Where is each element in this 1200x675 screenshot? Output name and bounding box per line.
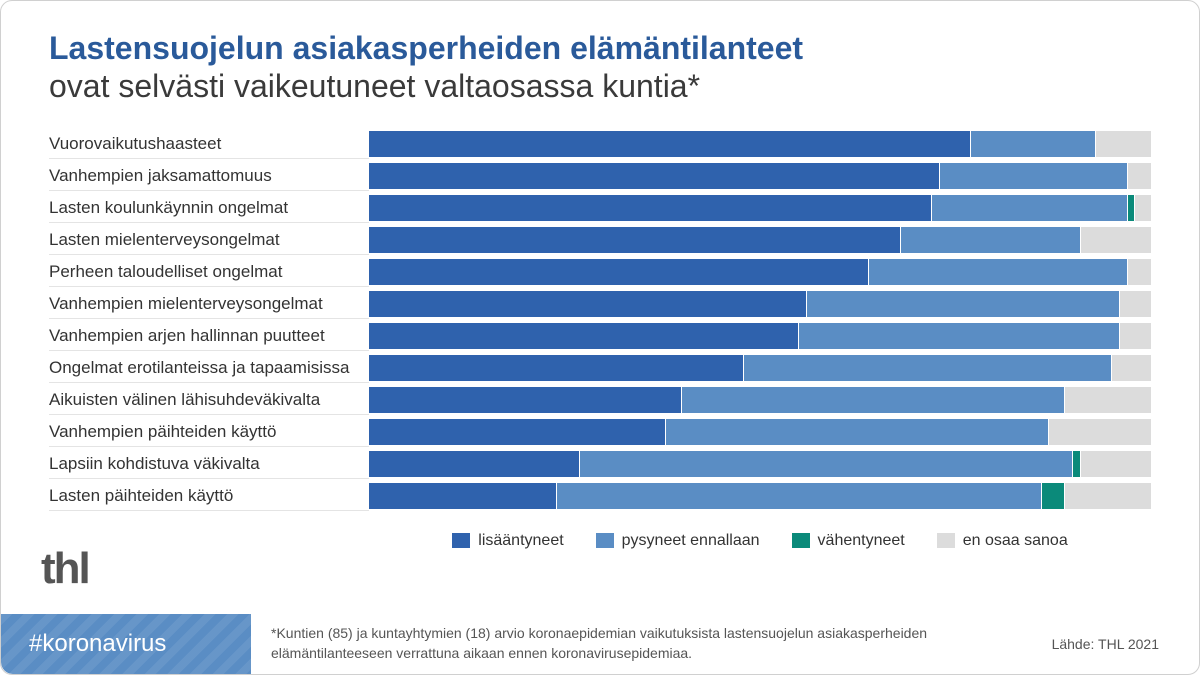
title-bold: Lastensuojelun asiakasperheiden elämänti… xyxy=(49,29,1151,67)
bar-segment-decreased xyxy=(1128,195,1136,221)
chart-row: Lasten päihteiden käyttö xyxy=(49,482,1151,511)
stacked-bar xyxy=(369,163,1151,189)
chart-row: Vanhempien arjen hallinnan puutteet xyxy=(49,322,1151,351)
thl-logo: thl xyxy=(41,544,89,594)
title-area: Lastensuojelun asiakasperheiden elämänti… xyxy=(1,1,1199,118)
bar-segment-unchanged xyxy=(557,483,1042,509)
chart-row: Lasten koulunkäynnin ongelmat xyxy=(49,194,1151,223)
bar-segment-increased xyxy=(369,227,901,253)
source-text: Lähde: THL 2021 xyxy=(1052,636,1199,652)
bar-segment-unchanged xyxy=(869,259,1127,285)
chart-row: Lapsiin kohdistuva väkivalta xyxy=(49,450,1151,479)
chart-row: Vanhempien mielenterveysongelmat xyxy=(49,290,1151,319)
bar-segment-dontknow xyxy=(1128,163,1151,189)
legend-swatch xyxy=(792,533,810,548)
title-light: ovat selvästi vaikeutuneet valtaosassa k… xyxy=(49,67,1151,105)
chart-row: Ongelmat erotilanteissa ja tapaamisissa xyxy=(49,354,1151,383)
stacked-bar xyxy=(369,291,1151,317)
bar-segment-unchanged xyxy=(971,131,1096,157)
bar-segment-unchanged xyxy=(744,355,1112,381)
chart-row: Lasten mielenterveysongelmat xyxy=(49,226,1151,255)
row-label: Vanhempien arjen hallinnan puutteet xyxy=(49,322,369,351)
row-label: Perheen taloudelliset ongelmat xyxy=(49,258,369,287)
bar-segment-increased xyxy=(369,451,580,477)
legend-swatch xyxy=(937,533,955,548)
legend-label: vähentyneet xyxy=(818,532,905,550)
bar-segment-unchanged xyxy=(580,451,1073,477)
bar-segment-unchanged xyxy=(932,195,1128,221)
bar-segment-dontknow xyxy=(1065,387,1151,413)
legend-item-unchanged: pysyneet ennallaan xyxy=(596,532,760,550)
bar-segment-dontknow xyxy=(1112,355,1151,381)
legend-item-dontknow: en osaa sanoa xyxy=(937,532,1068,550)
bar-segment-dontknow xyxy=(1120,323,1151,349)
bar-segment-increased xyxy=(369,291,807,317)
row-label: Lasten koulunkäynnin ongelmat xyxy=(49,194,369,223)
stacked-bar xyxy=(369,451,1151,477)
legend-label: pysyneet ennallaan xyxy=(622,532,760,550)
legend-item-decreased: vähentyneet xyxy=(792,532,905,550)
stacked-bar xyxy=(369,227,1151,253)
bar-segment-dontknow xyxy=(1081,227,1151,253)
stacked-bar xyxy=(369,483,1151,509)
bar-segment-decreased xyxy=(1042,483,1065,509)
row-label: Lapsiin kohdistuva väkivalta xyxy=(49,450,369,479)
stacked-bar xyxy=(369,323,1151,349)
bar-segment-dontknow xyxy=(1065,483,1151,509)
bar-segment-increased xyxy=(369,163,940,189)
chart-row: Perheen taloudelliset ongelmat xyxy=(49,258,1151,287)
chart-row: Vanhempien päihteiden käyttö xyxy=(49,418,1151,447)
footnote: *Kuntien (85) ja kuntayhtymien (18) arvi… xyxy=(251,624,1052,663)
chart-row: Vuorovaikutushaasteet xyxy=(49,130,1151,159)
legend-swatch xyxy=(596,533,614,548)
bar-segment-unchanged xyxy=(799,323,1120,349)
bar-segment-increased xyxy=(369,131,971,157)
row-label: Aikuisten välinen lähisuhdeväkivalta xyxy=(49,386,369,415)
chart-area: Vuorovaikutushaasteet Vanhempien jaksamat… xyxy=(1,118,1199,522)
footer: #koronavirus *Kuntien (85) ja kuntayhtym… xyxy=(1,614,1199,674)
bar-segment-dontknow xyxy=(1049,419,1151,445)
bar-segment-increased xyxy=(369,323,799,349)
bar-segment-decreased xyxy=(1073,451,1081,477)
bar-segment-dontknow xyxy=(1081,451,1151,477)
legend-label: en osaa sanoa xyxy=(963,532,1068,550)
bar-segment-increased xyxy=(369,387,682,413)
stacked-bar xyxy=(369,195,1151,221)
chart-row: Vanhempien jaksamattomuus xyxy=(49,162,1151,191)
row-label: Vanhempien päihteiden käyttö xyxy=(49,418,369,447)
hashtag-box: #koronavirus xyxy=(1,614,251,674)
bar-segment-dontknow xyxy=(1096,131,1151,157)
stacked-bar xyxy=(369,259,1151,285)
bar-segment-unchanged xyxy=(682,387,1065,413)
bar-segment-increased xyxy=(369,195,932,221)
legend-swatch xyxy=(452,533,470,548)
row-label: Vanhempien mielenterveysongelmat xyxy=(49,290,369,319)
bar-segment-dontknow xyxy=(1135,195,1151,221)
stacked-bar xyxy=(369,387,1151,413)
bar-segment-unchanged xyxy=(901,227,1081,253)
bar-segment-unchanged xyxy=(940,163,1128,189)
bar-segment-unchanged xyxy=(807,291,1120,317)
chart-row: Aikuisten välinen lähisuhdeväkivalta xyxy=(49,386,1151,415)
row-label: Lasten päihteiden käyttö xyxy=(49,482,369,511)
stacked-bar xyxy=(369,355,1151,381)
row-label: Ongelmat erotilanteissa ja tapaamisissa xyxy=(49,354,369,383)
row-label: Vuorovaikutushaasteet xyxy=(49,130,369,159)
bar-segment-dontknow xyxy=(1128,259,1151,285)
bar-segment-increased xyxy=(369,355,744,381)
legend-label: lisääntyneet xyxy=(478,532,563,550)
legend: lisääntyneet pysyneet ennallaan vähentynee… xyxy=(1,522,1199,550)
stacked-bar xyxy=(369,131,1151,157)
bar-segment-dontknow xyxy=(1120,291,1151,317)
legend-item-increased: lisääntyneet xyxy=(452,532,563,550)
bar-segment-increased xyxy=(369,483,557,509)
bar-segment-unchanged xyxy=(666,419,1049,445)
row-label: Vanhempien jaksamattomuus xyxy=(49,162,369,191)
infographic-card: Lastensuojelun asiakasperheiden elämänti… xyxy=(0,0,1200,675)
bar-segment-increased xyxy=(369,419,666,445)
row-label: Lasten mielenterveysongelmat xyxy=(49,226,369,255)
bar-segment-increased xyxy=(369,259,869,285)
stacked-bar xyxy=(369,419,1151,445)
